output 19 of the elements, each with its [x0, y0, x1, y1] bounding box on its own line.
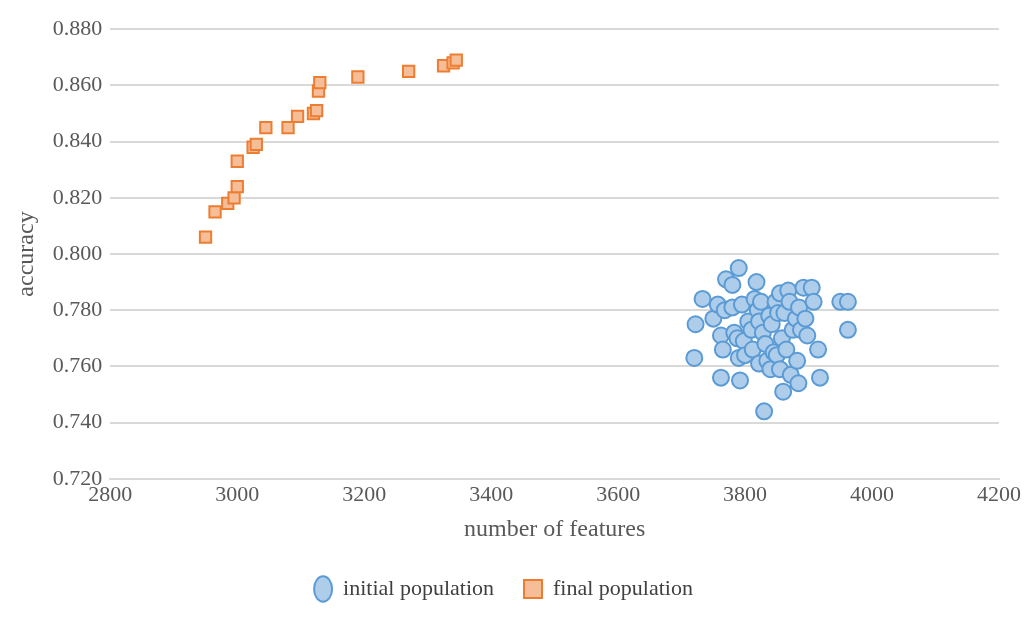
y-tick-label: 0.860	[52, 71, 103, 97]
y-axis-title: accuracy	[11, 211, 38, 297]
x-tick-label: 3000	[215, 480, 260, 506]
y-tick-label: 0.820	[52, 183, 103, 209]
y-tick-label: 0.880	[52, 14, 103, 40]
legend-label: initial population	[343, 574, 495, 600]
x-tick-label: 4000	[850, 480, 895, 506]
y-tick-label: 0.780	[52, 295, 103, 321]
legend-label: final population	[553, 574, 693, 600]
y-tick-label: 0.800	[52, 239, 103, 265]
x-tick-label: 3400	[469, 480, 514, 506]
y-tick-label: 0.760	[52, 352, 103, 378]
x-tick-label: 3800	[723, 480, 768, 506]
x-tick-label: 3200	[342, 480, 387, 506]
y-tick-label: 0.840	[52, 127, 103, 153]
x-tick-label: 3600	[596, 480, 641, 506]
x-axis-title: number of features	[464, 514, 646, 541]
x-tick-label: 4200	[977, 480, 1021, 506]
y-tick-label: 0.740	[52, 408, 103, 434]
